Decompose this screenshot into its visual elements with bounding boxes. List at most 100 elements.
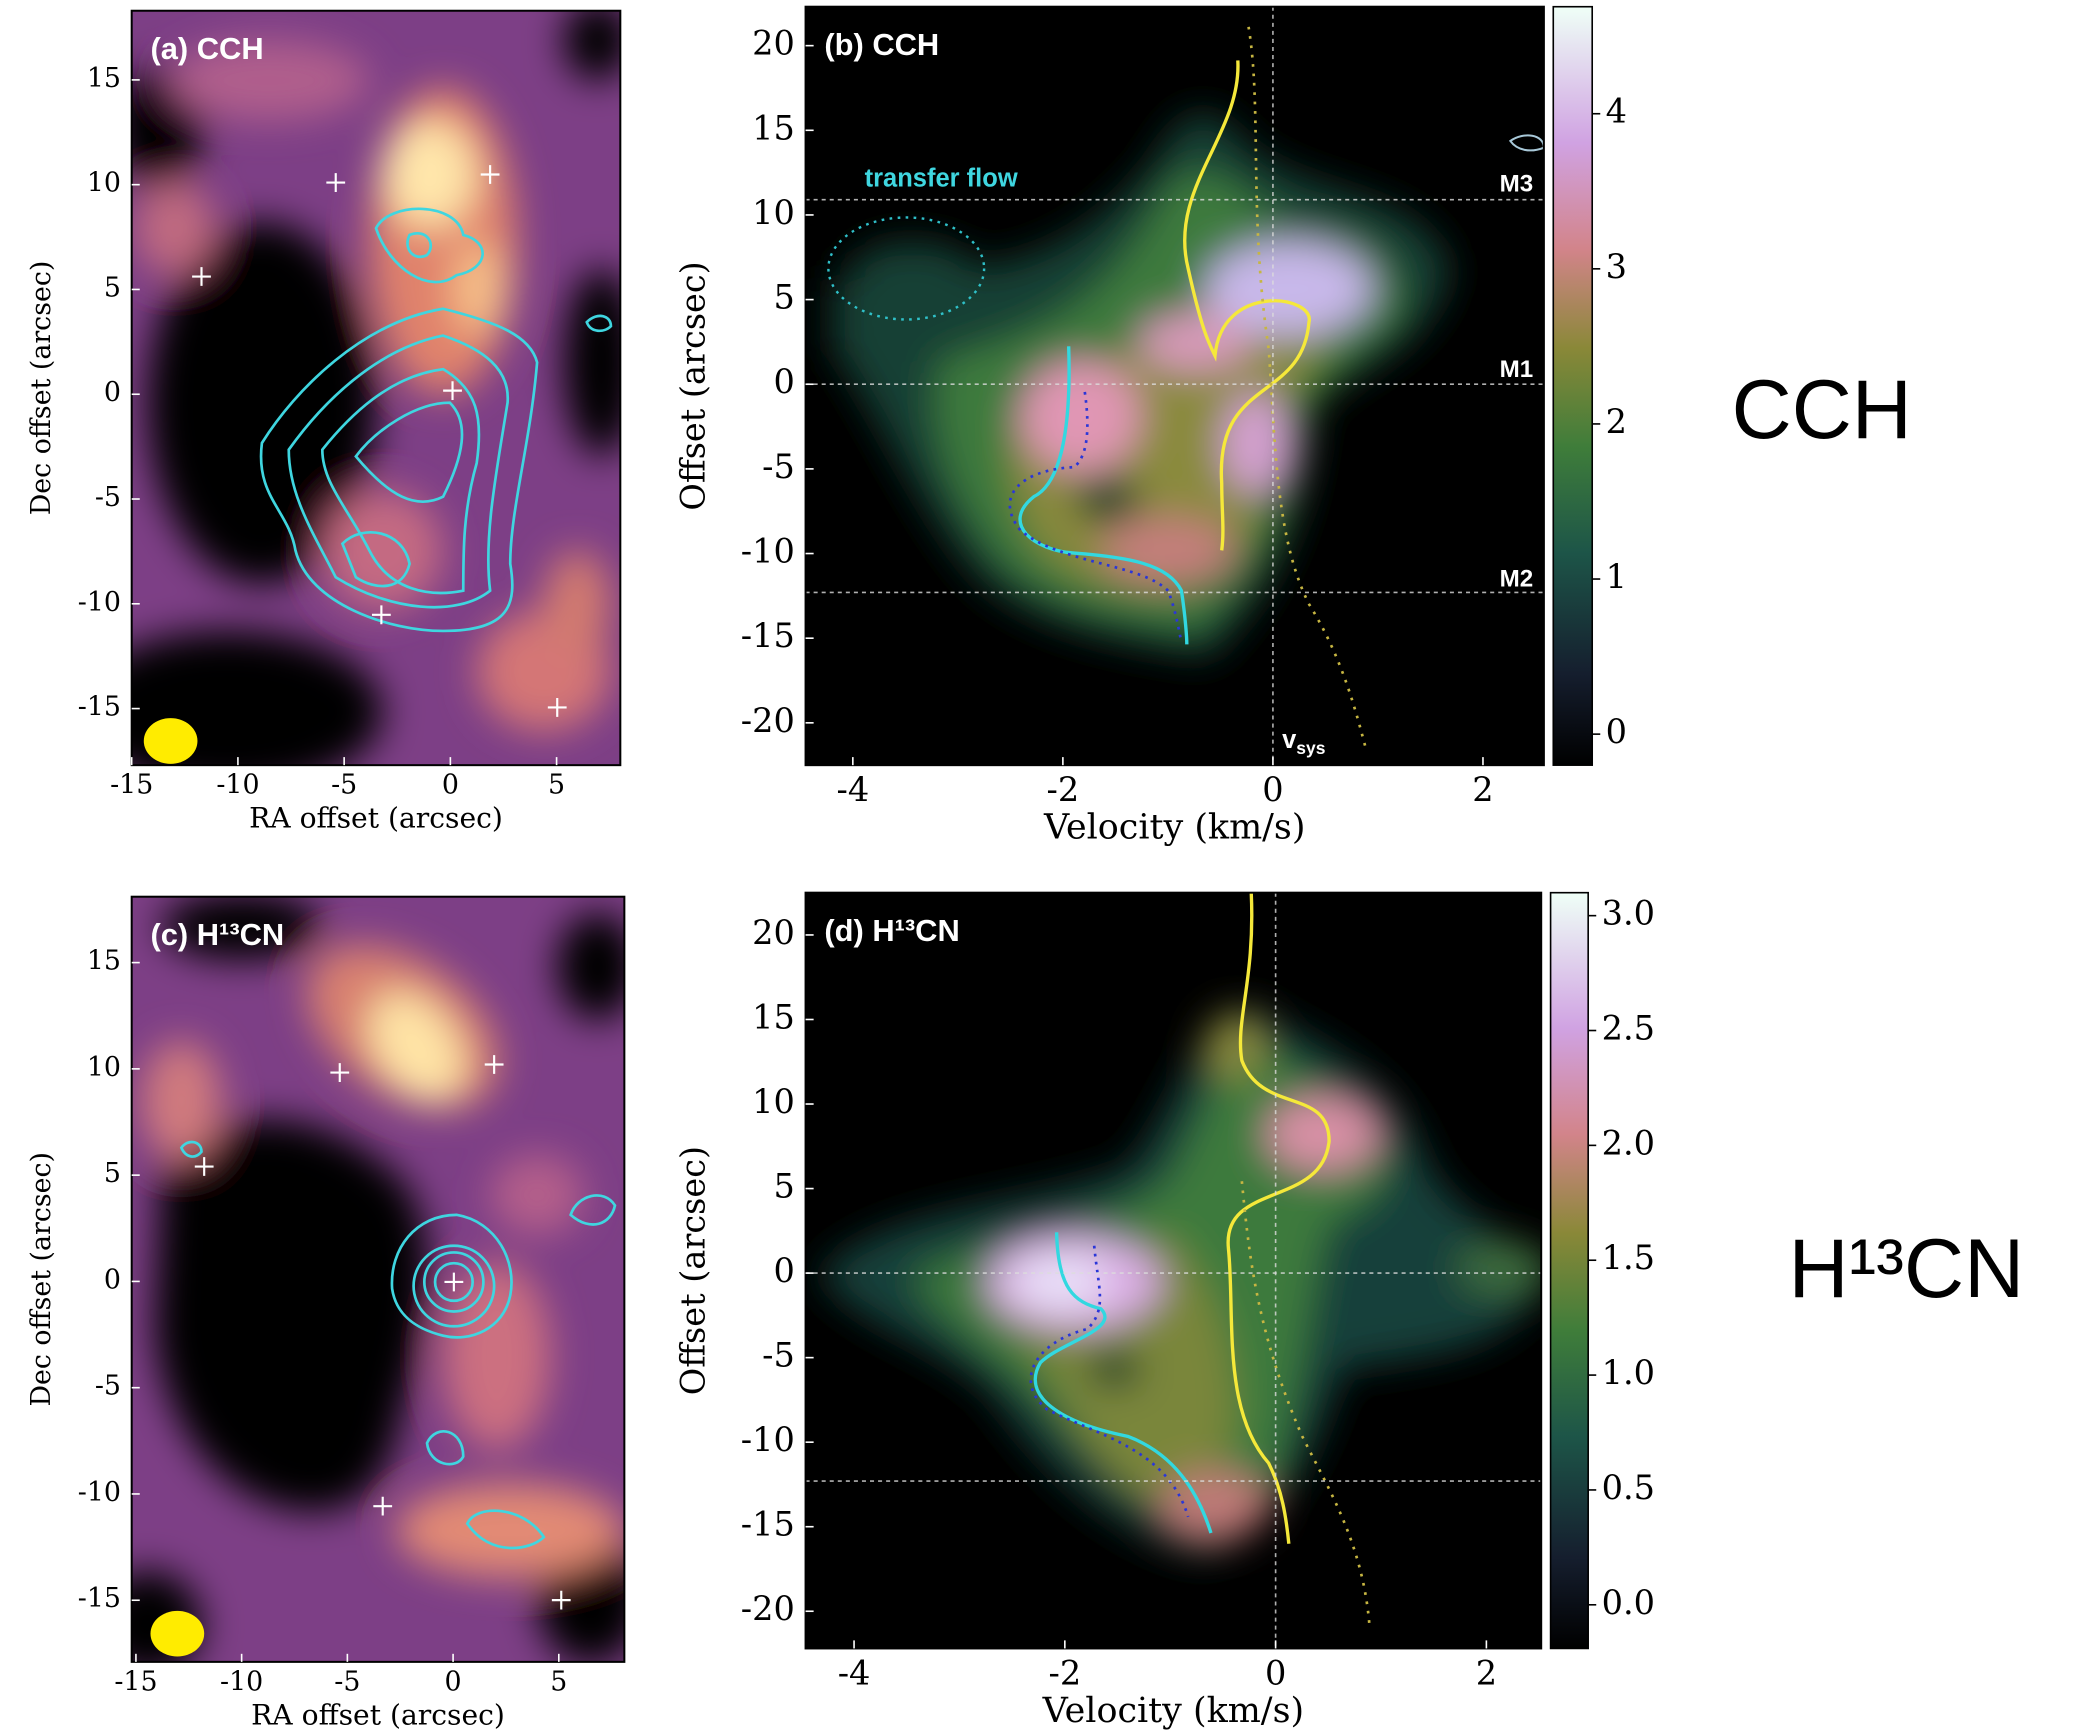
y-tick-label: -15 [741,616,795,655]
x-axis-label: Velocity (km/s) [1042,1691,1304,1731]
colorbar-tick-label: 3 [1606,247,1627,286]
map-shape [827,216,986,321]
colorbar-tick-label: 4 [1606,92,1627,131]
plot-frame [130,9,622,767]
map-shape [480,165,500,184]
map-shape [1020,359,1142,473]
y-tick-label: -10 [741,532,795,571]
map-shape [131,896,625,1662]
map-shape [563,268,621,457]
map-shape [412,1244,496,1328]
x-tick-label: -15 [114,1666,157,1697]
y-tick-label: 15 [752,997,795,1036]
map-shape [154,1119,429,1512]
y-tick-label: -15 [741,1505,795,1544]
map-shape [1508,134,1544,152]
y-tick-label: -20 [741,701,795,740]
plot-frame [804,891,1543,1650]
y-tick-label: -15 [78,692,121,723]
map-shape [444,1272,464,1292]
map-shape [465,1509,546,1550]
colorbar-tick-label: 0.5 [1602,1468,1655,1507]
y-tick-label: 10 [87,168,121,199]
x-tick-label: -5 [331,770,357,801]
y-tick-label: 15 [752,108,795,147]
y-tick-label: -10 [78,1477,121,1508]
map-shape [832,113,1450,658]
map-shape [1013,1255,1108,1309]
annotation: vsys [1282,726,1325,758]
map-shape [818,1006,1542,1558]
map-shape [433,1261,475,1303]
map-shape [1221,391,1289,494]
y-tick-label: 20 [752,913,795,952]
map-shape [320,367,481,595]
x-tick-label: 0 [1265,1653,1286,1692]
map-shape [406,232,433,259]
map-shape [354,401,464,504]
y-tick-label: 10 [752,1082,795,1121]
row-label: CCH [1732,363,1912,456]
map-shape [452,241,507,336]
x-tick-label: 2 [1476,1653,1497,1692]
y-tick-label: 0 [773,362,794,401]
map-shape [557,912,625,1021]
colorbar-tick-label: 0 [1606,712,1627,751]
colorbar-tick-label: 1.0 [1602,1353,1655,1392]
map-shape [390,1213,513,1339]
x-axis-label: RA offset (arcsec) [249,802,503,835]
map-shape [1087,1350,1142,1389]
intensity-map [131,10,621,766]
x-axis-label: Velocity (km/s) [1043,808,1305,848]
y-tick-label: 0 [773,1251,794,1290]
x-tick-label: -2 [1047,770,1080,809]
map-shape [192,165,567,717]
map-shape [547,698,567,717]
plot-frame [130,895,626,1663]
y-tick-label: 5 [773,1167,794,1206]
map-shape [1456,1241,1542,1296]
x-tick-label: -10 [220,1666,263,1697]
map-shape [134,181,215,276]
y-tick-label: -5 [95,1371,121,1402]
map-shape [484,1055,504,1074]
map-shape [150,1610,205,1657]
map-shape [330,1063,350,1082]
x-tick-label: 0 [445,1666,462,1697]
map-shape [852,241,974,296]
map-shape [1182,60,1311,551]
panel-title: (b) CCH [824,27,939,62]
x-axis-label: RA offset (arcsec) [251,1698,505,1731]
map-shape [1266,1096,1379,1172]
position-velocity-map [805,6,1544,766]
x-tick-label: 2 [1472,770,1493,809]
map-shape [585,314,613,333]
map-shape [443,381,462,401]
y-tick-label: 5 [104,272,121,303]
map-shape [179,1140,203,1158]
map-shape [326,173,346,192]
x-tick-label: 0 [1262,770,1283,809]
y-tick-label: -20 [741,1589,795,1628]
annotation-subscript: sys [1296,738,1325,758]
y-tick-label: -5 [762,1336,795,1375]
annotation-text: v [1282,726,1297,754]
row-label: H¹³CN [1788,1222,2024,1315]
map-shape [371,605,391,625]
map-shape [563,10,621,81]
y-tick-label: 20 [752,24,795,63]
y-tick-label: -5 [762,447,795,486]
y-tick-label: -5 [95,482,121,513]
map-shape [1100,516,1236,584]
map-shape [1008,391,1183,642]
x-tick-label: -5 [334,1666,360,1697]
map-shape [396,1483,625,1578]
map-shape [443,1261,551,1450]
map-shape [143,718,198,764]
panel-title: (a) CCH [150,31,263,66]
colorbar-tick-label: 1 [1606,557,1627,596]
map-shape [167,40,370,121]
map-shape [569,1194,617,1226]
map-shape [551,1590,571,1610]
